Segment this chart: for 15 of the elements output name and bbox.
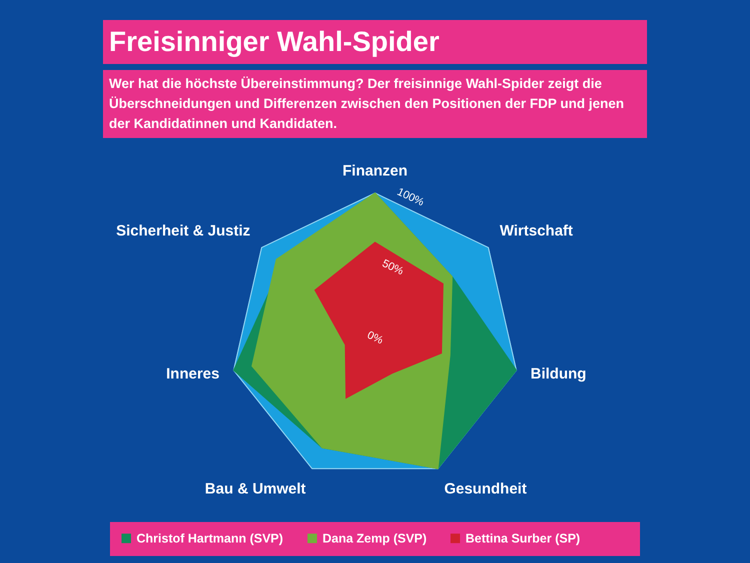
- legend-label: Bettina Surber (SP): [466, 531, 580, 546]
- spoke-label: Gesundheit: [444, 480, 527, 498]
- spoke-label: Wirtschaft: [500, 222, 573, 240]
- spoke-label: Bau & Umwelt: [204, 480, 306, 498]
- spoke-label: Bildung: [530, 365, 586, 382]
- legend-label: Dana Zemp (SVP): [322, 531, 427, 546]
- spoke-label: Sicherheit & Justiz: [116, 222, 250, 240]
- spoke-label: Inneres: [166, 365, 220, 382]
- y-tick-label: 50%: [380, 258, 406, 278]
- chart-subtitle: Wer hat die höchste Übereinstimmung? Der freisinnige Wahl-Spider zeigt die Überschneidungen und Differenzen zwischen den Positionen der FDP und jenen der Kandidatinnen und Kandidaten.: [103, 70, 647, 138]
- spoke-label: Finanzen: [342, 162, 408, 180]
- y-tick-label: 0%: [365, 329, 385, 347]
- chart-title: Freisinniger Wahl-Spider: [103, 20, 647, 64]
- legend-label: Christof Hartmann (SVP): [136, 531, 284, 546]
- y-tick-label: 100%: [395, 186, 426, 209]
